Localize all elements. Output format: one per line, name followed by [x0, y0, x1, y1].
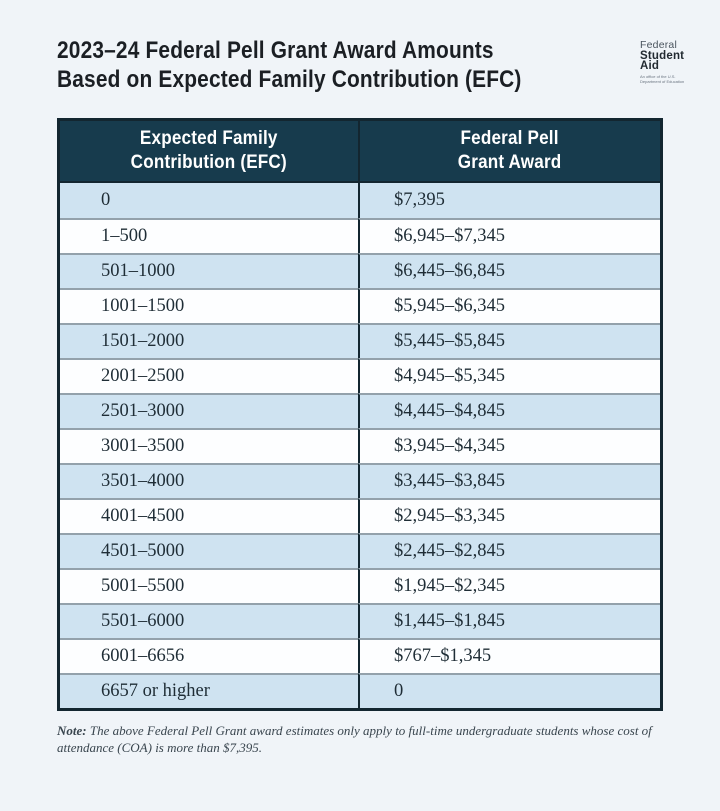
award-cell: $6,945–$7,345 [358, 218, 660, 253]
efc-cell: 1501–2000 [60, 323, 358, 358]
table-row: 4501–5000 $2,445–$2,845 [60, 533, 660, 568]
award-cell: $5,445–$5,845 [358, 323, 660, 358]
page-header: 2023–24 Federal Pell Grant Award Amounts… [0, 0, 720, 94]
page-title-line-2: Based on Expected Family Contribution (E… [57, 66, 522, 93]
efc-cell: 2001–2500 [60, 358, 358, 393]
award-cell: $767–$1,345 [358, 638, 660, 673]
page-title: 2023–24 Federal Pell Grant Award Amounts… [57, 36, 591, 94]
pell-grant-table: Expected Family Contribution (EFC) Feder… [57, 118, 663, 711]
efc-cell: 2501–3000 [60, 393, 358, 428]
efc-cell: 3501–4000 [60, 463, 358, 498]
footnote: Note: The above Federal Pell Grant award… [57, 722, 663, 756]
table-row: 3501–4000 $3,445–$3,845 [60, 463, 660, 498]
table-row: 1–500 $6,945–$7,345 [60, 218, 660, 253]
footnote-label: Note: [57, 723, 87, 738]
efc-cell: 0 [101, 190, 111, 210]
award-cell: $6,445–$6,845 [358, 253, 660, 288]
award-cell: $4,945–$5,345 [358, 358, 660, 393]
column-header-efc-label: Expected Family Contribution (EFC) [130, 128, 288, 173]
efc-cell: 6001–6656 [60, 638, 358, 673]
table-row: 2001–2500 $4,945–$5,345 [60, 358, 660, 393]
logo-word-aid: Aid [640, 60, 660, 72]
efc-cell: 4501–5000 [60, 533, 358, 568]
efc-cell: 5001–5500 [60, 568, 358, 603]
table-row: 4001–4500 $2,945–$3,345 [60, 498, 660, 533]
table-row: 501–1000 $6,445–$6,845 [60, 253, 660, 288]
award-cell: $3,445–$3,845 [358, 463, 660, 498]
table-row: 6001–6656 $767–$1,345 [60, 638, 660, 673]
table-header-row: Expected Family Contribution (EFC) Feder… [60, 121, 660, 183]
efc-cell: 4001–4500 [60, 498, 358, 533]
award-cell: $1,445–$1,845 [358, 603, 660, 638]
award-cell: $1,945–$2,345 [358, 568, 660, 603]
efc-cell: 5501–6000 [60, 603, 358, 638]
table-row: 6657 or higher 0 [60, 673, 660, 708]
table-row: 1001–1500 $5,945–$6,345 [60, 288, 660, 323]
table-row: 1501–2000 $5,445–$5,845 [60, 323, 660, 358]
award-cell: $2,945–$3,345 [358, 498, 660, 533]
table-row: 5501–6000 $1,445–$1,845 [60, 603, 660, 638]
table-body: 0 $7,395 1–500 $6,945–$7,345 501–1000 $6,445–… [60, 183, 660, 708]
page-title-line-1: 2023–24 Federal Pell Grant Award Amounts [57, 37, 494, 64]
federal-student-aid-logo: Federal Student Aid An office of the U.S… [640, 36, 698, 84]
column-header-award: Federal Pell Grant Award [358, 121, 660, 183]
logo-word-student: Student [640, 49, 685, 62]
table-row: 2501–3000 $4,445–$4,845 [60, 393, 660, 428]
footnote-text: The above Federal Pell Grant award estim… [57, 723, 652, 755]
efc-cell: 1–500 [60, 218, 358, 253]
award-cell: $7,395 [358, 183, 660, 218]
award-cell: $5,945–$6,345 [358, 288, 660, 323]
efc-cell: 501–1000 [60, 253, 358, 288]
award-cell: $3,945–$4,345 [358, 428, 660, 463]
logo-tagline: An office of the U.S. Department of Educ… [640, 73, 685, 84]
efc-cell: 1001–1500 [60, 288, 358, 323]
column-header-efc: Expected Family Contribution (EFC) [60, 121, 358, 183]
logo-word-federal: Federal [640, 39, 678, 51]
efc-cell: 6657 or higher [60, 673, 358, 708]
table-row: 0 $7,395 [60, 183, 660, 218]
efc-cell: 3001–3500 [60, 428, 358, 463]
column-header-award-label: Federal Pell Grant Award [458, 128, 562, 173]
table-row: 3001–3500 $3,945–$4,345 [60, 428, 660, 463]
award-cell: 0 [358, 673, 660, 708]
table-header: Expected Family Contribution (EFC) Feder… [60, 121, 660, 183]
award-cell: $2,445–$2,845 [358, 533, 660, 568]
table-row: 5001–5500 $1,945–$2,345 [60, 568, 660, 603]
award-cell: $4,445–$4,845 [358, 393, 660, 428]
